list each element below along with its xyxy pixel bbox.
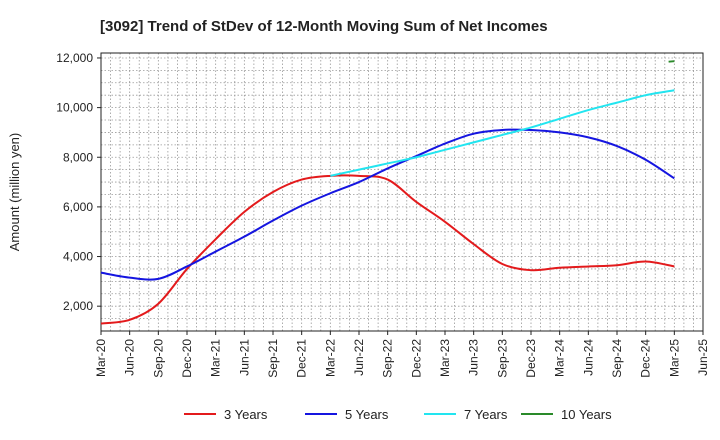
x-tick-label: Jun-21 bbox=[237, 339, 251, 376]
y-axis: 2,000 4,000 6,000 8,000 10,000 12,000 bbox=[56, 51, 101, 313]
x-tick-label: Jun-22 bbox=[352, 339, 366, 376]
x-axis: Mar-20 Jun-20 Sep-20 Dec-20 Mar-21 Jun-21 Sep-… bbox=[94, 331, 710, 378]
x-tick-label: Mar-22 bbox=[323, 339, 337, 377]
y-tick-label: 6,000 bbox=[63, 200, 93, 214]
x-tick-label: Sep-24 bbox=[610, 339, 624, 378]
x-tick-label: Sep-20 bbox=[151, 339, 165, 378]
x-tick-label: Mar-24 bbox=[553, 339, 567, 377]
y-tick-label: 8,000 bbox=[63, 150, 93, 164]
x-tick-label: Dec-22 bbox=[409, 339, 423, 378]
legend-item-5-years: 5 Years bbox=[305, 407, 389, 422]
legend-item-3-years: 3 Years bbox=[184, 407, 268, 422]
x-tick-label: Mar-23 bbox=[438, 339, 452, 377]
legend: 3 Years 5 Years 7 Years 10 Years bbox=[184, 407, 612, 422]
y-tick-label: 4,000 bbox=[63, 250, 93, 264]
x-tick-label: Dec-21 bbox=[295, 339, 309, 378]
x-tick-label: Jun-24 bbox=[581, 339, 595, 376]
legend-label: 5 Years bbox=[345, 407, 389, 422]
series-line-7-years bbox=[330, 89, 675, 177]
legend-label: 3 Years bbox=[224, 407, 268, 422]
y-tick-label: 10,000 bbox=[56, 101, 93, 115]
x-tick-label: Mar-20 bbox=[94, 339, 108, 377]
legend-label: 7 Years bbox=[464, 407, 508, 422]
x-tick-label: Sep-22 bbox=[381, 339, 395, 378]
x-tick-label: Sep-21 bbox=[266, 339, 280, 378]
x-tick-label: Dec-20 bbox=[180, 339, 194, 378]
x-tick-label: Jun-23 bbox=[467, 339, 481, 376]
series-lines bbox=[100, 60, 675, 325]
y-axis-label: Amount (million yen) bbox=[7, 133, 22, 252]
plot-area bbox=[100, 52, 704, 332]
chart-title: [3092] Trend of StDev of 12-Month Moving… bbox=[100, 18, 548, 35]
plot-frame bbox=[100, 52, 704, 332]
x-tick-label: Mar-21 bbox=[209, 339, 223, 377]
x-tick-label: Dec-24 bbox=[639, 339, 653, 378]
x-tick-label: Jun-20 bbox=[123, 339, 137, 376]
legend-item-10-years: 10 Years bbox=[521, 407, 612, 422]
x-tick-label: Mar-25 bbox=[667, 339, 681, 377]
y-tick-label: 2,000 bbox=[63, 299, 93, 313]
legend-label: 10 Years bbox=[561, 407, 612, 422]
series-line-5-years bbox=[100, 128, 675, 281]
x-tick-label: Jun-25 bbox=[696, 339, 710, 376]
legend-item-7-years: 7 Years bbox=[424, 407, 508, 422]
plot-background bbox=[101, 53, 703, 331]
x-tick-label: Sep-23 bbox=[495, 339, 509, 378]
x-tick-label: Dec-23 bbox=[524, 339, 538, 378]
series-line-3-years bbox=[100, 174, 675, 325]
y-tick-label: 12,000 bbox=[56, 51, 93, 65]
